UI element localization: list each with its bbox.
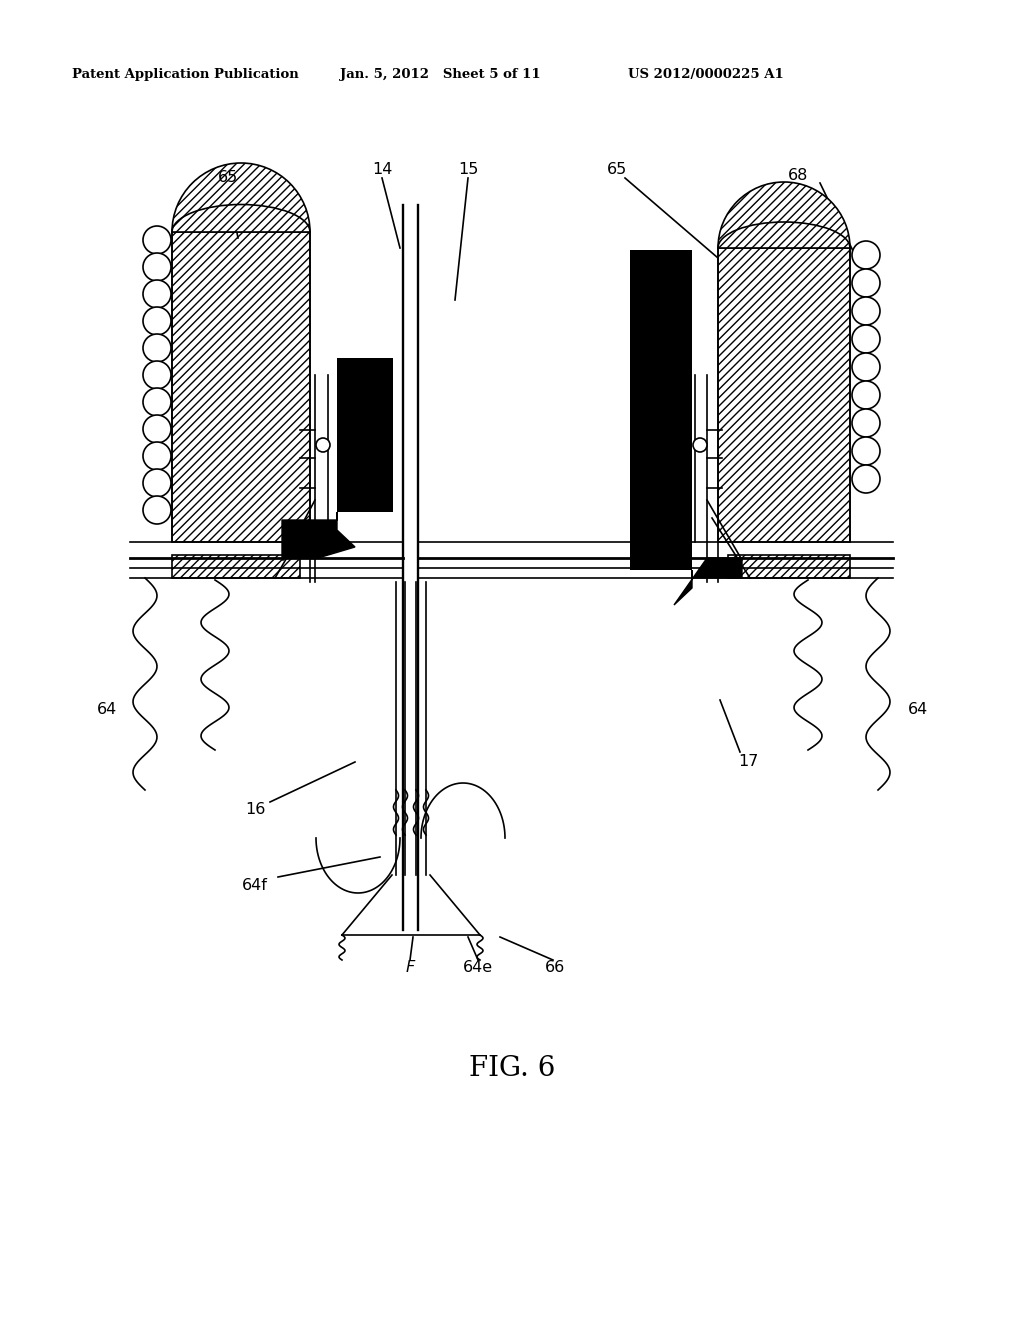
Wedge shape	[718, 182, 850, 248]
Text: FIG. 6: FIG. 6	[469, 1055, 555, 1081]
Circle shape	[693, 438, 707, 451]
Text: 64: 64	[97, 702, 117, 718]
Wedge shape	[172, 162, 310, 232]
Text: 65: 65	[218, 170, 239, 186]
Text: 64e: 64e	[463, 961, 494, 975]
Circle shape	[143, 388, 171, 416]
Text: 17: 17	[738, 755, 758, 770]
Polygon shape	[282, 512, 355, 558]
Circle shape	[143, 496, 171, 524]
Circle shape	[852, 409, 880, 437]
Text: 64: 64	[908, 702, 928, 718]
Circle shape	[143, 442, 171, 470]
Circle shape	[143, 334, 171, 362]
Circle shape	[852, 352, 880, 381]
Circle shape	[143, 280, 171, 308]
Text: 15: 15	[458, 162, 478, 177]
Circle shape	[316, 438, 330, 451]
Circle shape	[852, 297, 880, 325]
Circle shape	[143, 414, 171, 444]
Circle shape	[143, 226, 171, 253]
Circle shape	[852, 325, 880, 352]
Circle shape	[852, 242, 880, 269]
Circle shape	[143, 308, 171, 335]
Bar	[337, 358, 393, 512]
Polygon shape	[674, 558, 742, 605]
Text: 68: 68	[787, 168, 808, 182]
Text: US 2012/0000225 A1: US 2012/0000225 A1	[628, 69, 783, 81]
Text: 16: 16	[245, 803, 265, 817]
Text: 65: 65	[607, 162, 627, 177]
Circle shape	[143, 360, 171, 389]
Text: Patent Application Publication: Patent Application Publication	[72, 69, 299, 81]
Circle shape	[852, 269, 880, 297]
Bar	[630, 249, 692, 570]
Bar	[718, 248, 850, 543]
Circle shape	[143, 469, 171, 498]
Text: 66: 66	[545, 961, 565, 975]
Circle shape	[143, 253, 171, 281]
Text: 14: 14	[372, 162, 392, 177]
Circle shape	[852, 437, 880, 465]
Text: Jan. 5, 2012   Sheet 5 of 11: Jan. 5, 2012 Sheet 5 of 11	[340, 69, 541, 81]
Bar	[172, 554, 300, 578]
Text: F: F	[406, 961, 415, 975]
Circle shape	[852, 465, 880, 492]
Bar	[172, 232, 310, 543]
Text: 64f: 64f	[242, 878, 268, 892]
Bar	[728, 554, 850, 578]
Circle shape	[852, 381, 880, 409]
